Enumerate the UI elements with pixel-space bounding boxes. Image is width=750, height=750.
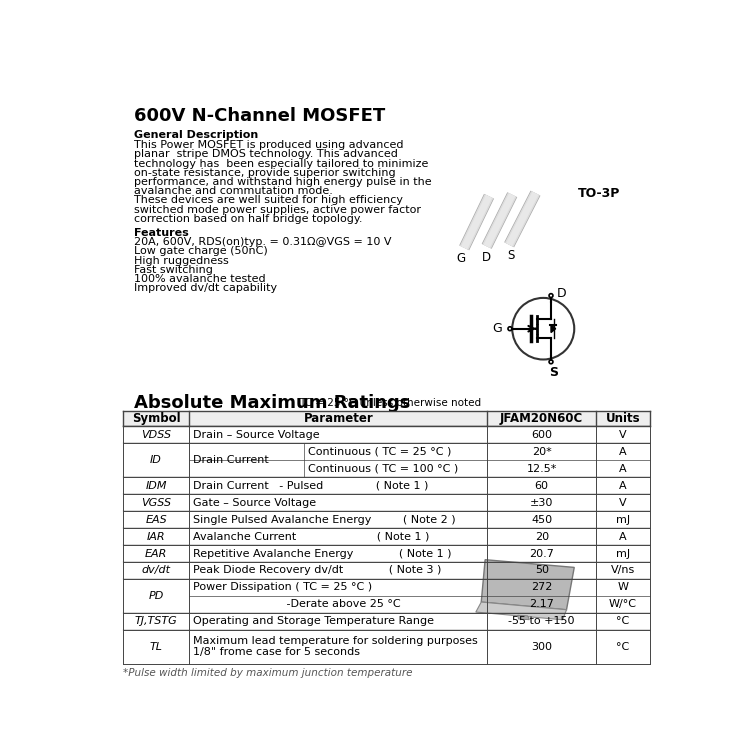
- Text: on-state resistance, provide superior switching: on-state resistance, provide superior sw…: [134, 168, 396, 178]
- Text: 450: 450: [531, 514, 552, 525]
- Text: W/°C: W/°C: [609, 599, 637, 609]
- Text: Peak Diode Recovery dv/dt             ( Note 3 ): Peak Diode Recovery dv/dt ( Note 3 ): [193, 566, 441, 575]
- Text: This Power MOSFET is produced using advanced: This Power MOSFET is produced using adva…: [134, 140, 404, 150]
- Text: IAR: IAR: [147, 532, 166, 542]
- Text: S: S: [507, 250, 515, 262]
- Text: *Pulse width limited by maximum junction temperature: *Pulse width limited by maximum junction…: [123, 668, 412, 677]
- Text: IDM: IDM: [146, 481, 167, 490]
- Polygon shape: [518, 615, 530, 620]
- Text: ±30: ±30: [530, 498, 554, 508]
- Text: mJ: mJ: [616, 548, 630, 559]
- Text: G: G: [493, 322, 502, 335]
- Text: Features: Features: [134, 228, 189, 238]
- Text: 20: 20: [535, 532, 549, 542]
- Text: General Description: General Description: [134, 130, 258, 140]
- Text: technology has  been especially tailored to minimize: technology has been especially tailored …: [134, 158, 428, 169]
- Text: Drain Current   - Pulsed               ( Note 1 ): Drain Current - Pulsed ( Note 1 ): [193, 481, 428, 490]
- Text: JFAM20N60C: JFAM20N60C: [500, 413, 584, 425]
- Text: Operating and Storage Temperature Range: Operating and Storage Temperature Range: [193, 616, 434, 626]
- Text: High ruggedness: High ruggedness: [134, 256, 229, 266]
- Text: V/ns: V/ns: [611, 566, 635, 575]
- Text: VDSS: VDSS: [141, 430, 171, 440]
- Text: D: D: [482, 251, 491, 264]
- Polygon shape: [476, 602, 566, 619]
- Text: Repetitive Avalanche Energy             ( Note 1 ): Repetitive Avalanche Energy ( Note 1 ): [193, 548, 452, 559]
- Text: G: G: [457, 253, 466, 266]
- Text: Parameter: Parameter: [304, 413, 374, 425]
- Text: Gate – Source Voltage: Gate – Source Voltage: [193, 498, 316, 508]
- Text: Avalanche Current                       ( Note 1 ): Avalanche Current ( Note 1 ): [193, 532, 429, 542]
- Text: Absolute Maximum Ratings: Absolute Maximum Ratings: [134, 394, 410, 412]
- Text: A: A: [620, 532, 627, 542]
- Text: Drain Current: Drain Current: [193, 455, 268, 465]
- Text: -Derate above 25 °C: -Derate above 25 °C: [276, 599, 400, 609]
- Text: Single Pulsed Avalanche Energy         ( Note 2 ): Single Pulsed Avalanche Energy ( Note 2 …: [193, 514, 455, 525]
- Text: EAR: EAR: [145, 548, 167, 559]
- Text: 600V N-Channel MOSFET: 600V N-Channel MOSFET: [134, 107, 386, 125]
- Text: A: A: [620, 464, 627, 474]
- Text: Units: Units: [606, 413, 640, 425]
- Text: 20A, 600V, RDS(on)typ. = 0.31Ω@VGS = 10 V: 20A, 600V, RDS(on)typ. = 0.31Ω@VGS = 10 …: [134, 237, 392, 247]
- Text: 2.17: 2.17: [530, 599, 554, 609]
- Text: V: V: [620, 430, 627, 440]
- Text: °C: °C: [616, 616, 630, 626]
- Text: 1/8" frome case for 5 seconds: 1/8" frome case for 5 seconds: [193, 647, 360, 658]
- Polygon shape: [551, 325, 556, 332]
- Text: A: A: [620, 447, 627, 457]
- Text: TO-3P: TO-3P: [578, 188, 620, 200]
- Text: avalanche and commutation mode.: avalanche and commutation mode.: [134, 186, 333, 196]
- Text: -55 to +150: -55 to +150: [509, 616, 575, 626]
- Text: S: S: [549, 366, 558, 379]
- Text: W: W: [617, 583, 628, 592]
- Text: Improved dv/dt capability: Improved dv/dt capability: [134, 284, 278, 293]
- Text: correction based on half bridge topology.: correction based on half bridge topology…: [134, 214, 362, 224]
- Text: PD: PD: [148, 591, 164, 601]
- Text: 600: 600: [531, 430, 552, 440]
- Text: 20*: 20*: [532, 447, 551, 457]
- Text: These devices are well suited for high efficiency: These devices are well suited for high e…: [134, 196, 403, 206]
- Text: 300: 300: [531, 642, 552, 652]
- Text: EAS: EAS: [146, 514, 167, 525]
- Text: 12.5*: 12.5*: [526, 464, 557, 474]
- Text: Continuous ( TC = 25 °C ): Continuous ( TC = 25 °C ): [308, 447, 451, 457]
- Text: °C: °C: [616, 642, 630, 652]
- Text: Low gate charge (50nC): Low gate charge (50nC): [134, 246, 268, 256]
- Text: dv/dt: dv/dt: [142, 566, 171, 575]
- Text: performance, and withstand high energy pulse in the: performance, and withstand high energy p…: [134, 177, 432, 187]
- Text: Drain – Source Voltage: Drain – Source Voltage: [193, 430, 320, 440]
- Text: TJ,TSTG: TJ,TSTG: [135, 616, 178, 626]
- Text: D: D: [556, 286, 566, 300]
- Text: V: V: [620, 498, 627, 508]
- Polygon shape: [482, 560, 574, 610]
- Text: 272: 272: [531, 583, 553, 592]
- Text: TC = 25 °C unless otherwise noted: TC = 25 °C unless otherwise noted: [299, 398, 482, 408]
- Text: TL: TL: [150, 642, 163, 652]
- Text: switched mode power supplies, active power factor: switched mode power supplies, active pow…: [134, 205, 421, 214]
- Text: mJ: mJ: [616, 514, 630, 525]
- Bar: [123, 411, 650, 427]
- Text: Power Dissipation ( TC = 25 °C ): Power Dissipation ( TC = 25 °C ): [193, 583, 372, 592]
- Text: Continuous ( TC = 100 °C ): Continuous ( TC = 100 °C ): [308, 464, 458, 474]
- Text: 20.7: 20.7: [530, 548, 554, 559]
- Text: 50: 50: [535, 566, 549, 575]
- Text: Symbol: Symbol: [132, 413, 181, 425]
- Text: A: A: [620, 481, 627, 490]
- Text: Maximum lead temperature for soldering purposes: Maximum lead temperature for soldering p…: [193, 636, 478, 646]
- Text: VGSS: VGSS: [141, 498, 171, 508]
- Text: 100% avalanche tested: 100% avalanche tested: [134, 274, 266, 284]
- Text: Fast switching: Fast switching: [134, 265, 213, 274]
- Text: planar  stripe DMOS technology. This advanced: planar stripe DMOS technology. This adva…: [134, 149, 398, 159]
- Text: 60: 60: [535, 481, 549, 490]
- Text: ID: ID: [150, 455, 162, 465]
